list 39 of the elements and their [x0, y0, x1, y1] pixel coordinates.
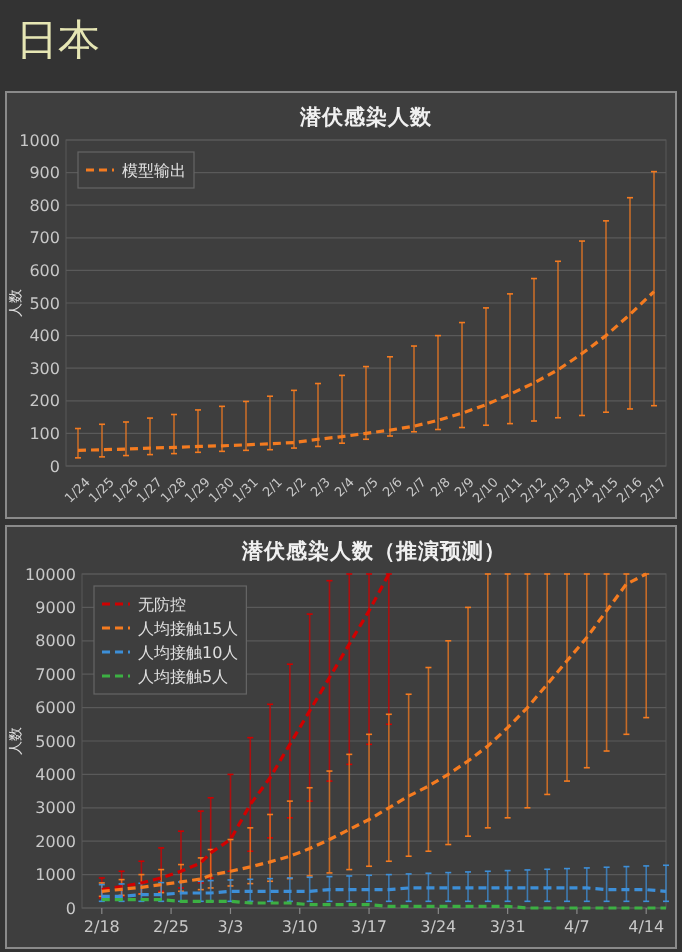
x-tick-label: 2/25 — [153, 918, 190, 936]
y-tick-label: 200 — [29, 392, 60, 411]
y-tick-label: 5000 — [35, 732, 76, 751]
y-tick-label: 500 — [29, 294, 60, 313]
y-tick-label: 1000 — [19, 131, 60, 150]
x-tick-label: 2/18 — [83, 918, 120, 936]
x-tick-label: 4/14 — [628, 918, 665, 936]
y-tick-label: 900 — [29, 164, 60, 183]
y-tick-label: 2000 — [35, 832, 76, 851]
x-tick-label: 3/10 — [281, 918, 318, 936]
legend-label: 人均接触10人 — [138, 644, 239, 662]
y-tick-label: 4000 — [35, 766, 76, 784]
legend-label: 模型输出 — [122, 162, 186, 180]
x-tick-label: 3/3 — [217, 918, 244, 936]
y-tick-label: 1000 — [35, 866, 76, 885]
y-tick-label: 7000 — [35, 665, 76, 684]
y-tick-label: 6000 — [35, 699, 76, 718]
text: 日本 — [16, 16, 100, 64]
x-tick-label: 3/31 — [489, 918, 526, 936]
x-tick-label: 4/7 — [564, 918, 590, 936]
x-tick-label: 3/24 — [420, 918, 457, 936]
chart-title: 潜伏感染人数 — [298, 104, 434, 130]
y-tick-label: 10000 — [25, 565, 76, 584]
y-tick-label: 9000 — [35, 599, 76, 617]
legend-label: 人均接触15人 — [138, 620, 239, 638]
y-tick-label: 700 — [29, 229, 60, 248]
y-tick-label: 800 — [29, 196, 60, 215]
y-tick-label: 0 — [49, 457, 60, 476]
legend-label: 无防控 — [138, 596, 186, 614]
y-tick-label: 3000 — [35, 799, 76, 818]
x-tick-label: 3/17 — [351, 918, 388, 936]
y-tick-label: 0 — [65, 899, 76, 918]
y-tick-label: 100 — [29, 425, 60, 443]
chart-title: 潜伏感染人数（推演预测） — [240, 538, 506, 564]
legend-label: 人均接触5人 — [138, 668, 229, 686]
y-tick-label: 300 — [29, 359, 60, 378]
y-tick-label: 600 — [29, 262, 60, 280]
y-tick-label: 8000 — [35, 632, 76, 651]
y-tick-label: 400 — [29, 327, 60, 346]
